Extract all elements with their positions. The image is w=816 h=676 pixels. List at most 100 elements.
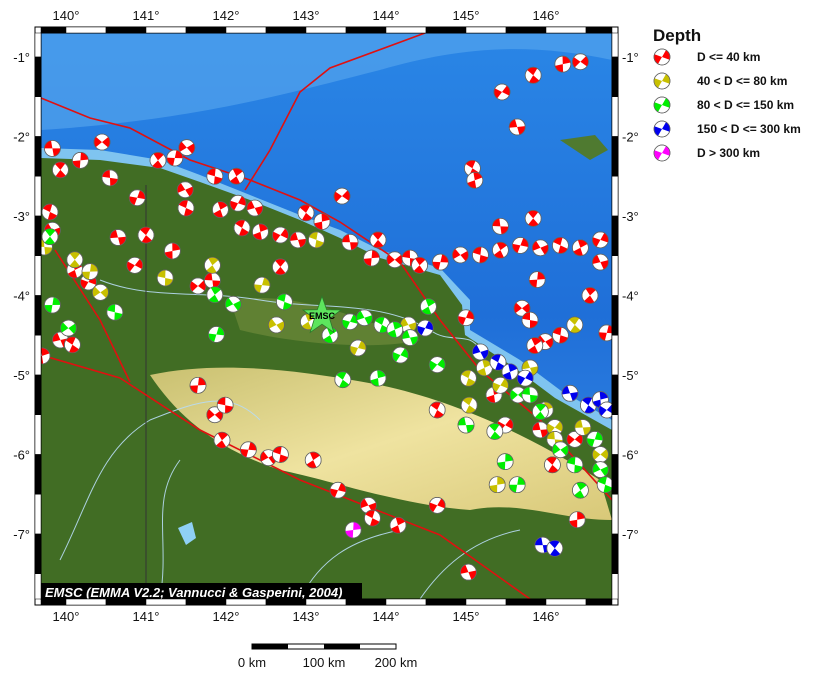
- earthquake-beachball[interactable]: [166, 149, 184, 167]
- earthquake-beachball[interactable]: [466, 171, 484, 189]
- earthquake-beachball[interactable]: [598, 401, 615, 419]
- earthquake-beachball[interactable]: [272, 226, 289, 244]
- earthquake-beachball[interactable]: [189, 376, 207, 394]
- earthquake-beachball[interactable]: [216, 396, 234, 414]
- earthquake-beachball[interactable]: [364, 509, 381, 527]
- earthquake-beachball[interactable]: [334, 371, 352, 389]
- earthquake-beachball[interactable]: [472, 246, 489, 264]
- earthquake-beachball[interactable]: [566, 456, 584, 474]
- earthquake-beachball[interactable]: [106, 303, 124, 321]
- earthquake-beachball[interactable]: [137, 226, 155, 244]
- earthquake-beachball[interactable]: [229, 194, 247, 212]
- earthquake-beachball[interactable]: [189, 277, 207, 295]
- beachball-icon[interactable]: [653, 72, 671, 90]
- earthquake-beachball[interactable]: [204, 256, 221, 274]
- earthquake-beachball[interactable]: [341, 313, 359, 331]
- earthquake-beachball[interactable]: [392, 346, 409, 364]
- earthquake-beachball[interactable]: [526, 337, 544, 354]
- earthquake-beachball[interactable]: [93, 133, 111, 151]
- earthquake-beachball[interactable]: [532, 239, 549, 257]
- earthquake-beachball[interactable]: [41, 203, 59, 221]
- earthquake-beachball[interactable]: [44, 296, 61, 314]
- earthquake-beachball[interactable]: [177, 199, 195, 217]
- earthquake-beachball[interactable]: [272, 258, 289, 276]
- earthquake-beachball[interactable]: [308, 231, 325, 249]
- earthquake-beachball[interactable]: [521, 311, 539, 329]
- earthquake-beachball[interactable]: [544, 456, 561, 474]
- earthquake-beachball[interactable]: [386, 251, 404, 269]
- earthquake-beachball[interactable]: [329, 481, 347, 499]
- earthquake-beachball[interactable]: [460, 396, 478, 414]
- earthquake-beachball[interactable]: [313, 213, 331, 230]
- earthquake-beachball[interactable]: [369, 231, 387, 249]
- earthquake-beachball[interactable]: [389, 516, 407, 534]
- earthquake-beachball[interactable]: [81, 263, 99, 280]
- earthquake-beachball[interactable]: [420, 298, 437, 315]
- earthquake-beachball[interactable]: [411, 256, 428, 274]
- earthquake-beachball[interactable]: [428, 497, 446, 514]
- earthquake-beachball[interactable]: [206, 167, 224, 185]
- earthquake-beachball[interactable]: [428, 356, 446, 374]
- earthquake-beachball[interactable]: [233, 219, 251, 237]
- earthquake-beachball[interactable]: [460, 369, 477, 387]
- earthquake-beachball[interactable]: [333, 187, 351, 205]
- earthquake-beachball[interactable]: [386, 321, 404, 339]
- earthquake-beachball[interactable]: [532, 403, 549, 420]
- earthquake-beachball[interactable]: [516, 369, 534, 387]
- earthquake-beachball[interactable]: [72, 152, 89, 169]
- earthquake-beachball[interactable]: [344, 521, 362, 539]
- earthquake-beachball[interactable]: [246, 199, 264, 217]
- earthquake-beachball[interactable]: [206, 406, 224, 424]
- beachball-icon[interactable]: [653, 144, 671, 162]
- earthquake-beachball[interactable]: [572, 481, 589, 499]
- earthquake-beachball[interactable]: [341, 233, 359, 251]
- earthquake-beachball[interactable]: [598, 324, 615, 342]
- earthquake-beachball[interactable]: [268, 316, 285, 334]
- earthquake-beachball[interactable]: [488, 476, 506, 494]
- earthquake-beachball[interactable]: [552, 237, 569, 254]
- earthquake-beachball[interactable]: [428, 401, 446, 419]
- earthquake-beachball[interactable]: [164, 242, 181, 260]
- earthquake-beachball[interactable]: [360, 497, 377, 514]
- earthquake-beachball[interactable]: [363, 249, 380, 267]
- earthquake-beachball[interactable]: [126, 256, 144, 274]
- earthquake-beachball[interactable]: [568, 511, 586, 529]
- earthquake-beachball[interactable]: [240, 441, 257, 459]
- earthquake-beachball[interactable]: [228, 167, 245, 185]
- earthquake-beachball[interactable]: [128, 189, 146, 207]
- earthquake-beachball[interactable]: [512, 237, 529, 254]
- earthquake-beachball[interactable]: [496, 453, 514, 471]
- earthquake-beachball[interactable]: [41, 228, 59, 246]
- earthquake-beachball[interactable]: [457, 416, 475, 434]
- earthquake-beachball[interactable]: [176, 181, 194, 199]
- earthquake-beachball[interactable]: [524, 210, 542, 227]
- earthquake-beachball[interactable]: [149, 152, 167, 169]
- earthquake-beachball[interactable]: [356, 309, 373, 327]
- earthquake-beachball[interactable]: [289, 231, 307, 249]
- beachball-icon[interactable]: [653, 120, 671, 138]
- earthquake-beachball[interactable]: [34, 347, 51, 365]
- earthquake-beachball[interactable]: [272, 446, 289, 463]
- earthquake-beachball[interactable]: [592, 231, 609, 249]
- earthquake-beachball[interactable]: [252, 223, 269, 241]
- earthquake-beachball[interactable]: [60, 319, 77, 337]
- earthquake-beachball[interactable]: [92, 283, 109, 301]
- earthquake-beachball[interactable]: [532, 421, 549, 439]
- earthquake-beachball[interactable]: [253, 276, 271, 294]
- earthquake-beachball[interactable]: [566, 431, 584, 448]
- earthquake-beachball[interactable]: [586, 431, 604, 448]
- earthquake-beachball[interactable]: [452, 246, 469, 264]
- earthquake-beachball[interactable]: [492, 376, 509, 394]
- beachball-icon[interactable]: [653, 48, 671, 66]
- earthquake-beachball[interactable]: [208, 326, 225, 343]
- earthquake-beachball[interactable]: [596, 476, 613, 494]
- earthquake-beachball[interactable]: [492, 217, 509, 235]
- earthquake-beachball[interactable]: [592, 461, 609, 478]
- earthquake-beachball[interactable]: [572, 239, 589, 257]
- earthquake-beachball[interactable]: [572, 53, 589, 71]
- earthquake-beachball[interactable]: [546, 539, 564, 557]
- earthquake-beachball[interactable]: [369, 369, 387, 387]
- earthquake-beachball[interactable]: [416, 319, 434, 337]
- earthquake-beachball[interactable]: [508, 476, 526, 494]
- earthquake-beachball[interactable]: [574, 419, 592, 436]
